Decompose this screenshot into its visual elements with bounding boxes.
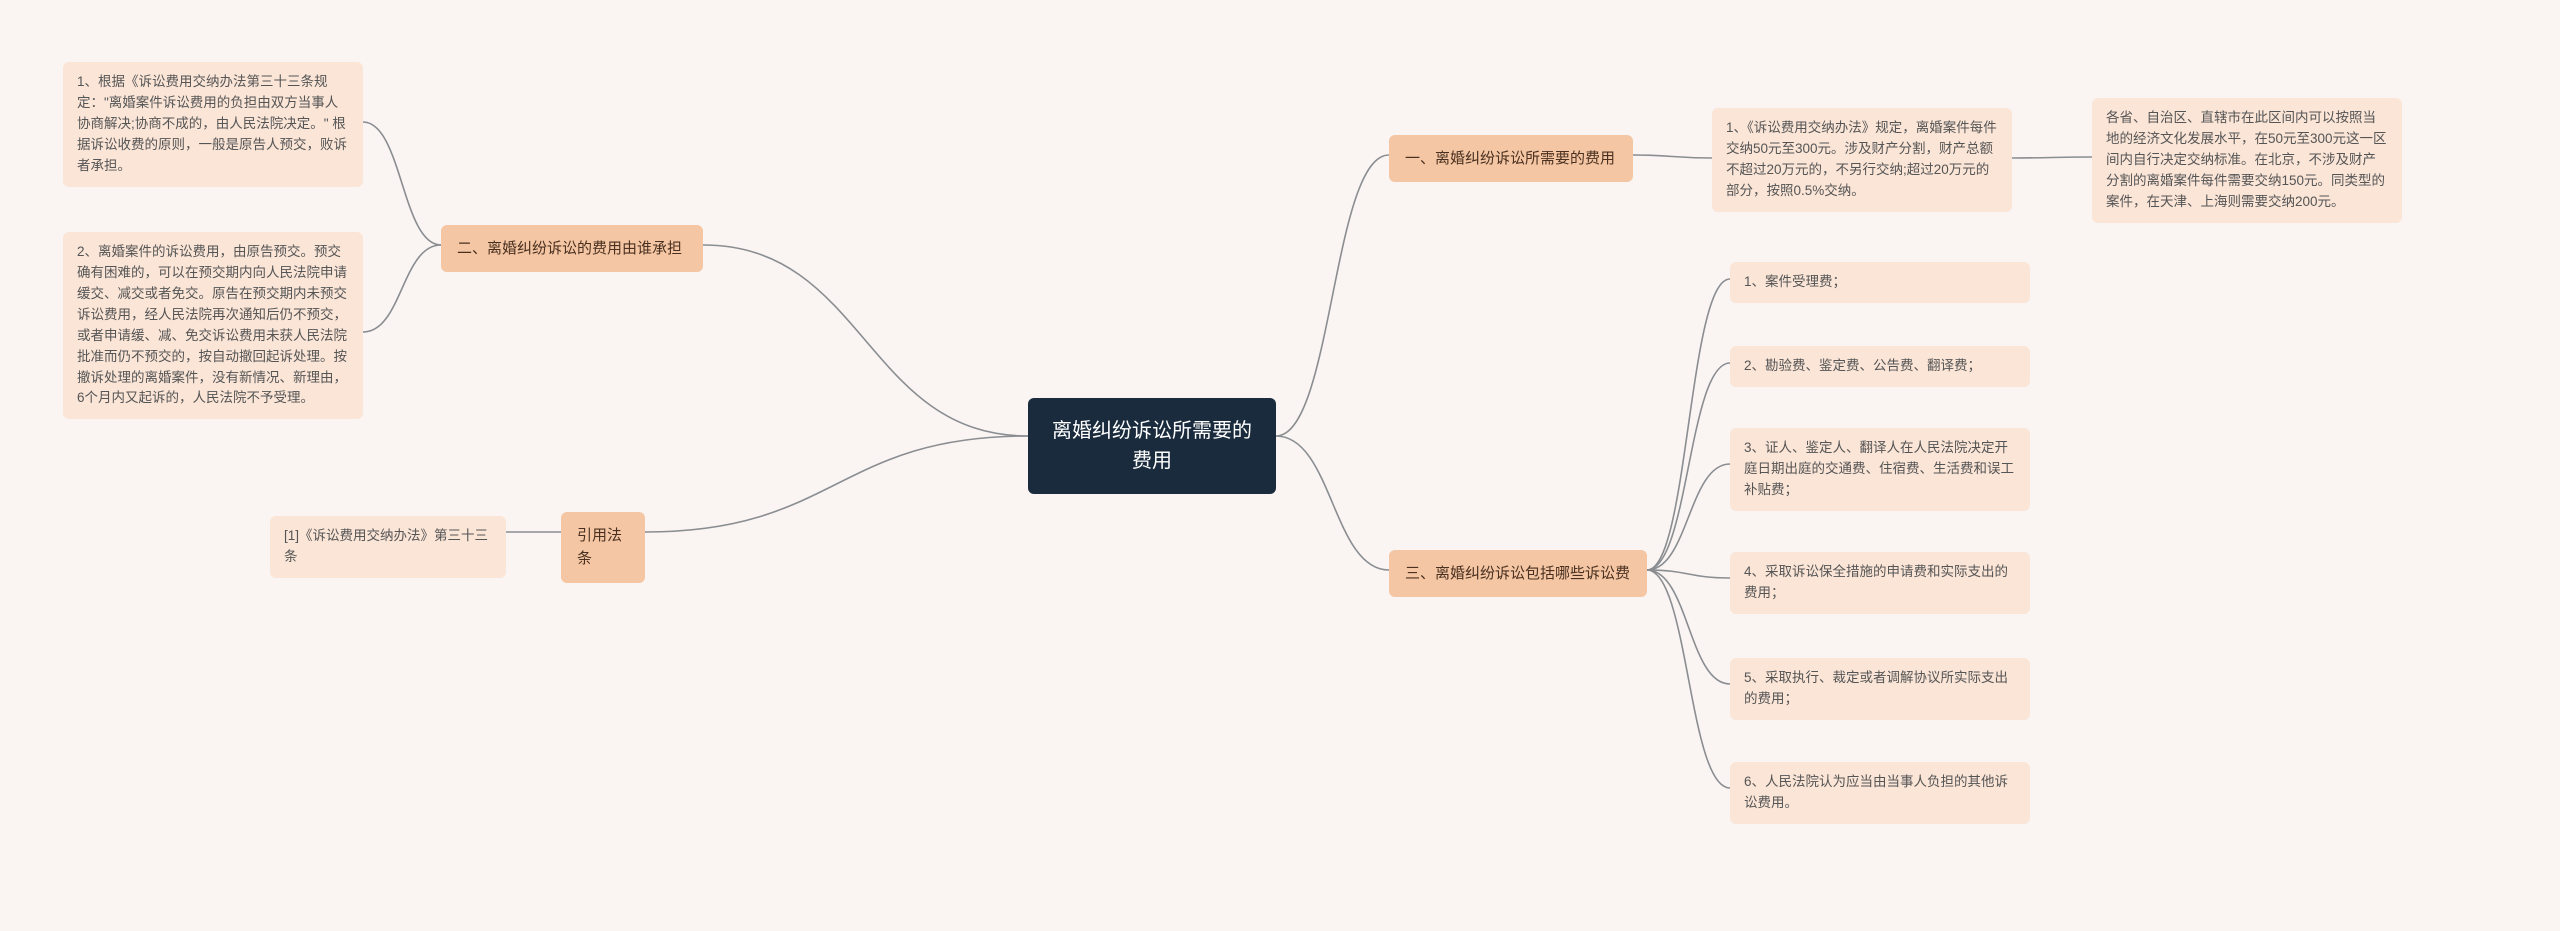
branch-law-leaf: [1]《诉讼费用交纳办法》第三十三条 xyxy=(270,516,506,578)
branch-3-item-1: 1、案件受理费； xyxy=(1730,262,2030,303)
branch-3-item-5: 5、采取执行、裁定或者调解协议所实际支出的费用； xyxy=(1730,658,2030,720)
branch-3-item-3: 3、证人、鉴定人、翻译人在人民法院决定开庭日期出庭的交通费、住宿费、生活费和误工… xyxy=(1730,428,2030,511)
branch-law: 引用法条 xyxy=(561,512,645,583)
branch-1-leaf-1-ext: 各省、自治区、直辖市在此区间内可以按照当地的经济文化发展水平，在50元至300元… xyxy=(2092,98,2402,223)
branch-1-leaf-1: 1、《诉讼费用交纳办法》规定，离婚案件每件交纳50元至300元。涉及财产分割，财… xyxy=(1712,108,2012,212)
branch-3: 三、离婚纠纷诉讼包括哪些诉讼费 xyxy=(1389,550,1647,597)
branch-2-leaf-1: 1、根据《诉讼费用交纳办法第三十三条规定："离婚案件诉讼费用的负担由双方当事人协… xyxy=(63,62,363,187)
branch-3-item-2: 2、勘验费、鉴定费、公告费、翻译费； xyxy=(1730,346,2030,387)
root-node: 离婚纠纷诉讼所需要的费用 xyxy=(1028,398,1276,494)
branch-3-item-4: 4、采取诉讼保全措施的申请费和实际支出的费用； xyxy=(1730,552,2030,614)
branch-2: 二、离婚纠纷诉讼的费用由谁承担 xyxy=(441,225,703,272)
branch-1: 一、离婚纠纷诉讼所需要的费用 xyxy=(1389,135,1633,182)
branch-2-leaf-2: 2、离婚案件的诉讼费用，由原告预交。预交确有困难的，可以在预交期内向人民法院申请… xyxy=(63,232,363,419)
branch-3-item-6: 6、人民法院认为应当由当事人负担的其他诉讼费用。 xyxy=(1730,762,2030,824)
